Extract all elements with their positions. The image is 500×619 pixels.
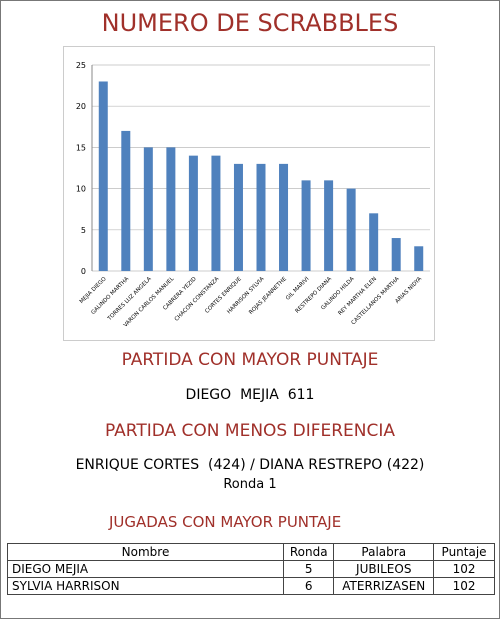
x-tick-label: CASTELLANOS MARTHA	[351, 276, 401, 326]
bar	[143, 147, 153, 271]
y-tick-label: 25	[76, 61, 86, 70]
x-tick-label: REY MARTHA ELEN	[337, 276, 378, 317]
x-tick-label: CHACON CONSTANZA	[174, 276, 221, 323]
bar	[391, 238, 401, 271]
bar	[256, 163, 266, 271]
bar	[121, 130, 131, 271]
table-cell: 6	[283, 577, 335, 595]
title: NUMERO DE SCRABBLES	[101, 9, 399, 37]
section-heading: PARTIDA CON MENOS DIFERENCIA	[104, 421, 396, 441]
table-cell: SYLVIA HARRISON	[6, 577, 285, 595]
bar	[98, 81, 108, 271]
table-cell: ATERRIZASEN	[333, 577, 435, 595]
section-text: Ronda 1	[223, 477, 277, 492]
header-cell: Palabra	[333, 543, 435, 561]
y-tick-label: 5	[81, 226, 86, 235]
y-tick-label: 10	[76, 185, 86, 194]
bar	[414, 246, 424, 271]
bar	[166, 147, 176, 271]
table-row: SYLVIA HARRISON 6 ATERRIZASEN 102	[6, 577, 495, 595]
y-tick-label: 20	[76, 102, 86, 111]
table-cell: 102	[433, 577, 495, 595]
section-text: DIEGO MEJIA 611	[185, 387, 315, 403]
table-row: DIEGO MEJIA 5 JUBILEOS 102	[6, 560, 495, 578]
table-cell: JUBILEOS	[333, 560, 435, 578]
bar	[301, 180, 311, 271]
header-cell: Nombre	[6, 543, 285, 561]
bar	[324, 180, 334, 271]
section-heading: PARTIDA CON MAYOR PUNTAJE	[121, 350, 379, 370]
table-cell: 102	[433, 560, 495, 578]
bar	[188, 155, 198, 271]
section-heading: JUGADAS CON MAYOR PUNTAJE	[109, 513, 342, 531]
section-text: ENRIQUE CORTES (424) / DIANA RESTREPO (4…	[75, 457, 425, 473]
table-cell: DIEGO MEJIA	[6, 560, 285, 578]
bar	[369, 213, 379, 271]
bar	[346, 188, 356, 271]
table-header-row: Nombre Ronda Palabra Puntaje	[6, 543, 495, 561]
y-tick-label: 15	[76, 143, 86, 152]
y-tick-label: 0	[81, 267, 86, 276]
bar	[233, 163, 243, 271]
header-cell: Ronda	[283, 543, 335, 561]
header-cell: Puntaje	[433, 543, 495, 561]
x-tick-label: TORRES LUZ ANGELA	[106, 276, 153, 323]
table-cell: 5	[283, 560, 335, 578]
plays-table: Nombre Ronda Palabra Puntaje DIEGO MEJIA 5 JUB…	[6, 543, 495, 595]
bar	[279, 163, 289, 271]
bar	[211, 155, 221, 271]
